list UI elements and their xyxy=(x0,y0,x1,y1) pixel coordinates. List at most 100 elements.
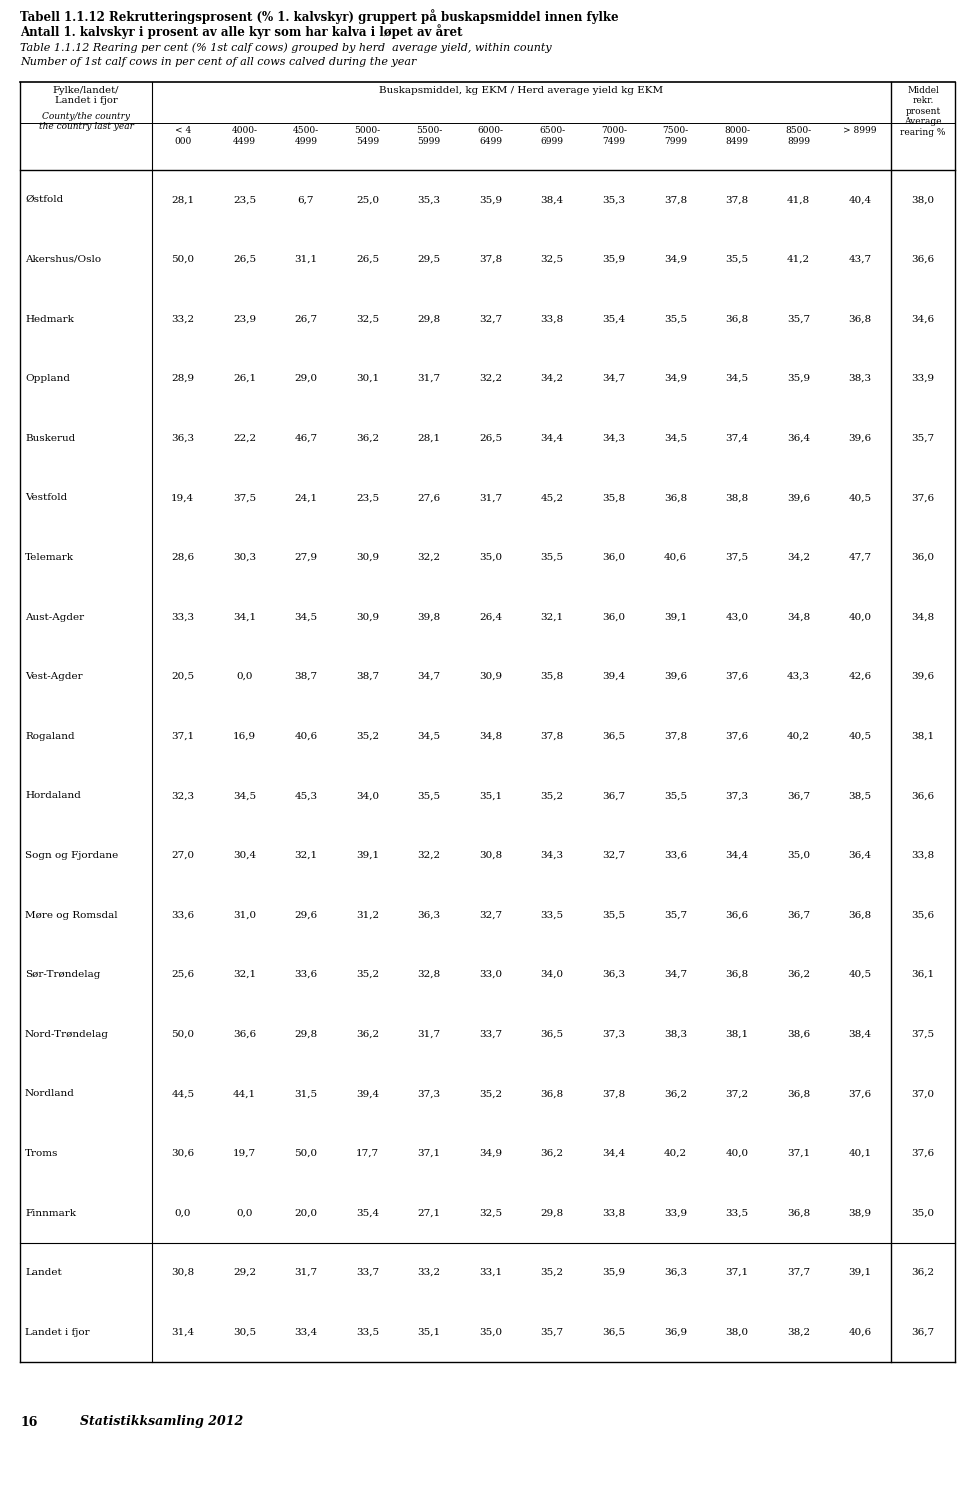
Text: 39,6: 39,6 xyxy=(787,493,810,502)
Text: 7500-
7999: 7500- 7999 xyxy=(662,127,688,146)
Text: 34,3: 34,3 xyxy=(602,434,625,443)
Text: 28,1: 28,1 xyxy=(171,196,194,205)
Text: 4500-
4999: 4500- 4999 xyxy=(293,127,319,146)
Text: 31,1: 31,1 xyxy=(295,255,318,264)
Text: 36,2: 36,2 xyxy=(911,1267,935,1276)
Text: 37,8: 37,8 xyxy=(726,196,749,205)
Text: 39,6: 39,6 xyxy=(911,672,935,681)
Text: 36,2: 36,2 xyxy=(356,434,379,443)
Text: 28,1: 28,1 xyxy=(418,434,441,443)
Text: 36,3: 36,3 xyxy=(418,910,441,919)
Text: 36,1: 36,1 xyxy=(911,971,935,980)
Text: 34,9: 34,9 xyxy=(479,1148,502,1157)
Text: 34,5: 34,5 xyxy=(418,732,441,741)
Text: 5500-
5999: 5500- 5999 xyxy=(416,127,443,146)
Text: 31,2: 31,2 xyxy=(356,910,379,919)
Text: 32,5: 32,5 xyxy=(356,315,379,324)
Text: 34,7: 34,7 xyxy=(602,374,625,383)
Text: 32,7: 32,7 xyxy=(479,315,502,324)
Text: 30,8: 30,8 xyxy=(479,851,502,860)
Text: 6000-
6499: 6000- 6499 xyxy=(478,127,504,146)
Text: 27,0: 27,0 xyxy=(171,851,194,860)
Text: 33,9: 33,9 xyxy=(664,1209,687,1218)
Text: 36,0: 36,0 xyxy=(602,553,625,562)
Text: Table 1.1.12 Rearing per cent (% 1st calf cows) grouped by herd  average yield, : Table 1.1.12 Rearing per cent (% 1st cal… xyxy=(20,42,552,53)
Text: Antall 1. kalvskyr i prosent av alle kyr som har kalva i løpet av året: Antall 1. kalvskyr i prosent av alle kyr… xyxy=(20,24,463,39)
Text: 32,7: 32,7 xyxy=(602,851,625,860)
Text: 34,5: 34,5 xyxy=(664,434,687,443)
Text: 35,8: 35,8 xyxy=(602,493,625,502)
Text: 36,5: 36,5 xyxy=(602,1328,625,1337)
Text: 37,5: 37,5 xyxy=(911,1029,935,1038)
Text: 35,2: 35,2 xyxy=(356,732,379,741)
Text: 35,6: 35,6 xyxy=(911,910,935,919)
Text: 36,3: 36,3 xyxy=(664,1267,687,1276)
Text: 40,6: 40,6 xyxy=(664,553,687,562)
Text: 27,6: 27,6 xyxy=(418,493,441,502)
Text: Østfold: Østfold xyxy=(25,196,63,205)
Text: 30,5: 30,5 xyxy=(233,1328,256,1337)
Text: 20,0: 20,0 xyxy=(295,1209,318,1218)
Text: 36,7: 36,7 xyxy=(787,910,810,919)
Text: 34,8: 34,8 xyxy=(479,732,502,741)
Text: Nord-Trøndelag: Nord-Trøndelag xyxy=(25,1029,109,1038)
Text: 38,5: 38,5 xyxy=(849,791,872,800)
Text: 37,7: 37,7 xyxy=(787,1267,810,1276)
Text: 35,5: 35,5 xyxy=(602,910,625,919)
Text: 16: 16 xyxy=(20,1415,37,1429)
Text: 32,1: 32,1 xyxy=(295,851,318,860)
Text: Finnmark: Finnmark xyxy=(25,1209,76,1218)
Text: 40,5: 40,5 xyxy=(849,493,872,502)
Text: < 4
000: < 4 000 xyxy=(174,127,191,146)
Text: 39,4: 39,4 xyxy=(602,672,625,681)
Text: 35,2: 35,2 xyxy=(479,1090,502,1099)
Text: 38,0: 38,0 xyxy=(726,1328,749,1337)
Text: 40,6: 40,6 xyxy=(295,732,318,741)
Text: Landet: Landet xyxy=(25,1267,61,1276)
Text: 30,9: 30,9 xyxy=(479,672,502,681)
Text: Statistikksamling 2012: Statistikksamling 2012 xyxy=(80,1415,243,1429)
Text: 8000-
8499: 8000- 8499 xyxy=(724,127,750,146)
Text: Landet i fjor: Landet i fjor xyxy=(25,1328,89,1337)
Text: Fylke/landet/
Landet i fjor: Fylke/landet/ Landet i fjor xyxy=(53,86,119,105)
Text: 0,0: 0,0 xyxy=(236,672,252,681)
Text: 38,4: 38,4 xyxy=(540,196,564,205)
Text: 45,3: 45,3 xyxy=(295,791,318,800)
Text: 32,1: 32,1 xyxy=(233,971,256,980)
Text: 34,9: 34,9 xyxy=(664,255,687,264)
Text: 34,4: 34,4 xyxy=(726,851,749,860)
Text: 37,6: 37,6 xyxy=(849,1090,872,1099)
Text: 41,8: 41,8 xyxy=(787,196,810,205)
Text: 29,6: 29,6 xyxy=(295,910,318,919)
Text: Hedmark: Hedmark xyxy=(25,315,74,324)
Text: 36,0: 36,0 xyxy=(911,553,935,562)
Text: 39,6: 39,6 xyxy=(849,434,872,443)
Text: 36,8: 36,8 xyxy=(540,1090,564,1099)
Text: 29,8: 29,8 xyxy=(418,315,441,324)
Text: 33,8: 33,8 xyxy=(602,1209,625,1218)
Text: 26,5: 26,5 xyxy=(356,255,379,264)
Text: Buskapsmiddel, kg EKM / Herd average yield kg EKM: Buskapsmiddel, kg EKM / Herd average yie… xyxy=(379,86,663,95)
Text: 34,6: 34,6 xyxy=(911,315,935,324)
Text: 38,2: 38,2 xyxy=(787,1328,810,1337)
Text: 38,8: 38,8 xyxy=(726,493,749,502)
Text: 35,3: 35,3 xyxy=(418,196,441,205)
Text: Sør-Trøndelag: Sør-Trøndelag xyxy=(25,971,101,980)
Text: 26,1: 26,1 xyxy=(233,374,256,383)
Text: 32,2: 32,2 xyxy=(479,374,502,383)
Text: 37,2: 37,2 xyxy=(726,1090,749,1099)
Text: 33,3: 33,3 xyxy=(171,612,194,621)
Text: Buskerud: Buskerud xyxy=(25,434,75,443)
Text: 34,7: 34,7 xyxy=(664,971,687,980)
Text: 36,8: 36,8 xyxy=(726,971,749,980)
Text: 43,0: 43,0 xyxy=(726,612,749,621)
Text: 36,8: 36,8 xyxy=(664,493,687,502)
Text: 32,2: 32,2 xyxy=(418,553,441,562)
Text: 29,8: 29,8 xyxy=(295,1029,318,1038)
Text: 34,7: 34,7 xyxy=(418,672,441,681)
Text: 38,1: 38,1 xyxy=(726,1029,749,1038)
Text: 37,4: 37,4 xyxy=(726,434,749,443)
Text: 19,4: 19,4 xyxy=(171,493,194,502)
Text: 34,5: 34,5 xyxy=(233,791,256,800)
Text: 30,1: 30,1 xyxy=(356,374,379,383)
